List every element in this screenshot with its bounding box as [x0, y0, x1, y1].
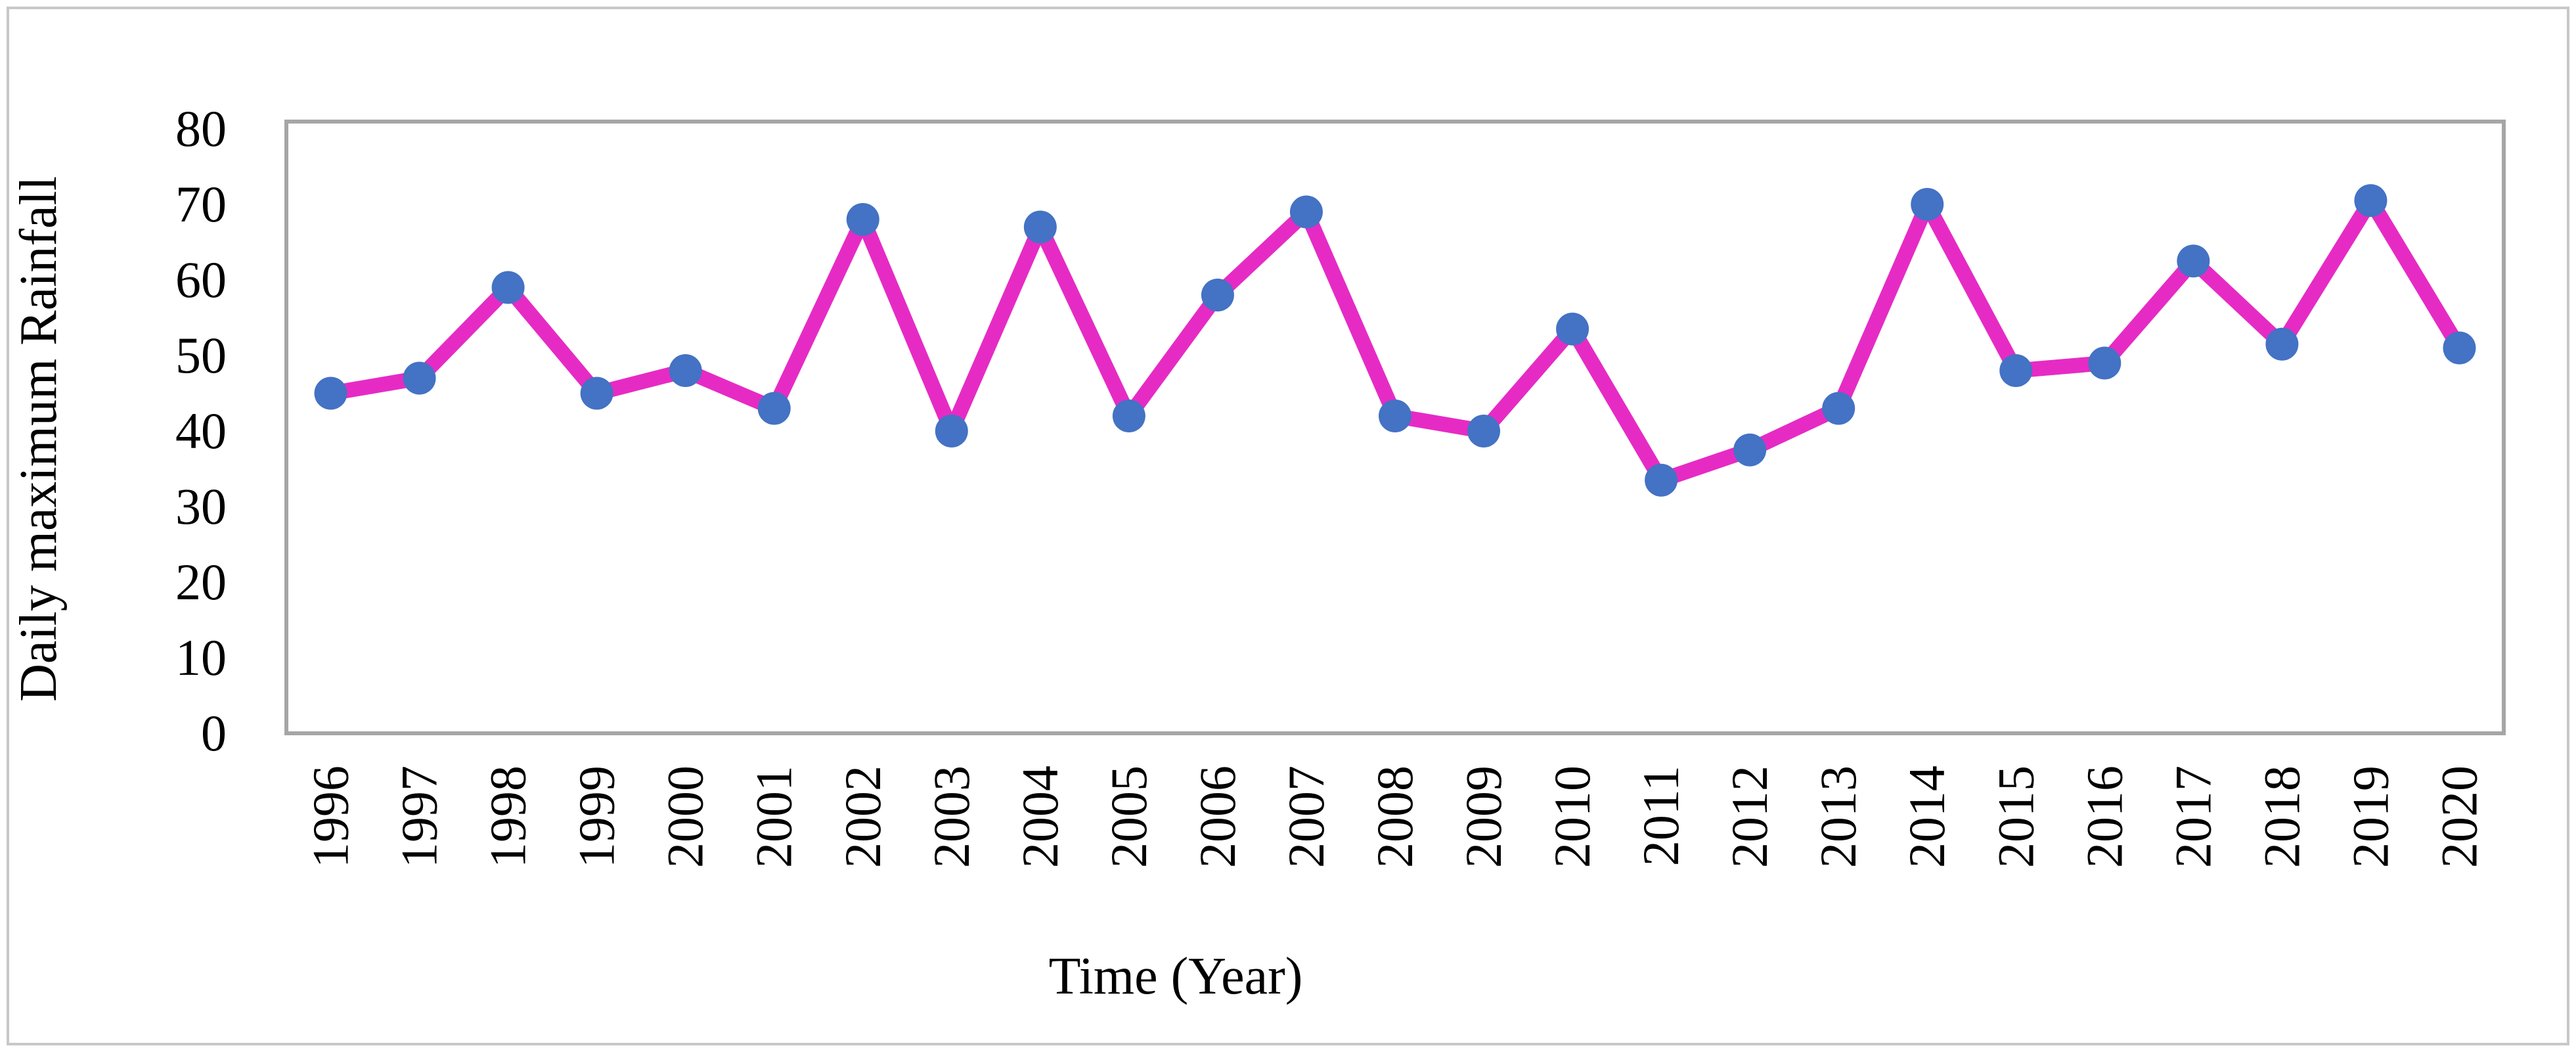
data-point-2008: [1379, 400, 1411, 432]
rainfall-trend-line: [323, 193, 2467, 488]
data-point-1996: [314, 377, 347, 410]
data-point-2014: [1911, 188, 1944, 221]
data-point-2016: [2088, 346, 2121, 380]
y-tick-label-0: 0: [201, 704, 227, 762]
data-point-2010: [1556, 312, 1589, 346]
x-axis-tick-labels: 1996 1997 1998 1999 2000 2001 2002 2003 2004 2005…: [302, 766, 2488, 868]
data-point-2019: [2354, 184, 2387, 217]
y-axis-tick-labels: 0 10 20 30 40 50 60 70 80: [175, 100, 227, 762]
data-point-1999: [580, 377, 613, 410]
x-tick-label-2019: 2019: [2342, 766, 2399, 868]
data-point-2000: [669, 354, 702, 387]
x-tick-label-2014: 2014: [1898, 766, 1955, 868]
x-tick-label-2007: 2007: [1277, 766, 1335, 868]
x-tick-label-2020: 2020: [2430, 766, 2487, 868]
data-point-2005: [1112, 400, 1145, 432]
data-point-2015: [1999, 354, 2033, 387]
data-point-2006: [1201, 279, 1234, 311]
x-tick-label-2018: 2018: [2253, 766, 2310, 868]
data-point-2004: [1023, 210, 1057, 244]
y-tick-label-20: 20: [175, 553, 227, 610]
data-point-2001: [757, 392, 791, 425]
data-point-2007: [1289, 195, 1323, 229]
data-point-2002: [846, 203, 879, 236]
y-axis-title: Daily maximum Rainfall: [10, 176, 68, 702]
x-tick-label-2012: 2012: [1721, 766, 1778, 868]
y-tick-label-10: 10: [175, 629, 227, 686]
rainfall-series: [314, 184, 2476, 497]
y-tick-label-40: 40: [175, 402, 227, 459]
x-tick-label-2001: 2001: [745, 766, 803, 868]
x-tick-label-1998: 1998: [479, 766, 537, 868]
data-point-2003: [935, 415, 968, 447]
x-tick-label-2010: 2010: [1543, 766, 1601, 868]
data-point-2018: [2265, 327, 2299, 361]
x-tick-label-2017: 2017: [2164, 766, 2221, 868]
x-tick-label-2006: 2006: [1189, 766, 1246, 868]
y-tick-label-60: 60: [175, 251, 227, 308]
x-tick-label-2015: 2015: [1987, 766, 2044, 868]
plot-area-border: [284, 120, 2506, 735]
x-tick-label-2004: 2004: [1011, 766, 1069, 868]
y-tick-label-80: 80: [175, 100, 227, 157]
x-tick-label-1996: 1996: [302, 766, 359, 868]
x-tick-label-2016: 2016: [2076, 766, 2133, 868]
data-point-2011: [1645, 463, 1678, 497]
data-point-2013: [1822, 392, 1855, 425]
x-axis-title: Time (Year): [1049, 948, 1303, 1005]
data-point-1998: [491, 271, 525, 304]
y-tick-label-30: 30: [175, 478, 227, 535]
data-point-2017: [2177, 244, 2210, 278]
x-tick-label-2005: 2005: [1100, 766, 1157, 868]
x-tick-label-1999: 1999: [568, 766, 625, 868]
data-point-2020: [2443, 331, 2476, 365]
y-tick-label-70: 70: [175, 175, 227, 233]
x-tick-label-2011: 2011: [1632, 766, 1689, 866]
data-point-1997: [403, 361, 436, 395]
x-tick-label-2013: 2013: [1810, 766, 1867, 868]
figure-border: [7, 7, 2569, 1045]
x-tick-label-2002: 2002: [834, 766, 891, 868]
data-point-2012: [1733, 433, 1767, 467]
data-point-2009: [1467, 415, 1501, 447]
x-tick-label-2003: 2003: [923, 766, 980, 868]
y-tick-label-50: 50: [175, 327, 227, 384]
x-tick-label-1997: 1997: [391, 766, 448, 868]
x-tick-label-2009: 2009: [1455, 766, 1512, 868]
x-tick-label-2008: 2008: [1366, 766, 1423, 868]
x-tick-label-2000: 2000: [657, 766, 714, 868]
